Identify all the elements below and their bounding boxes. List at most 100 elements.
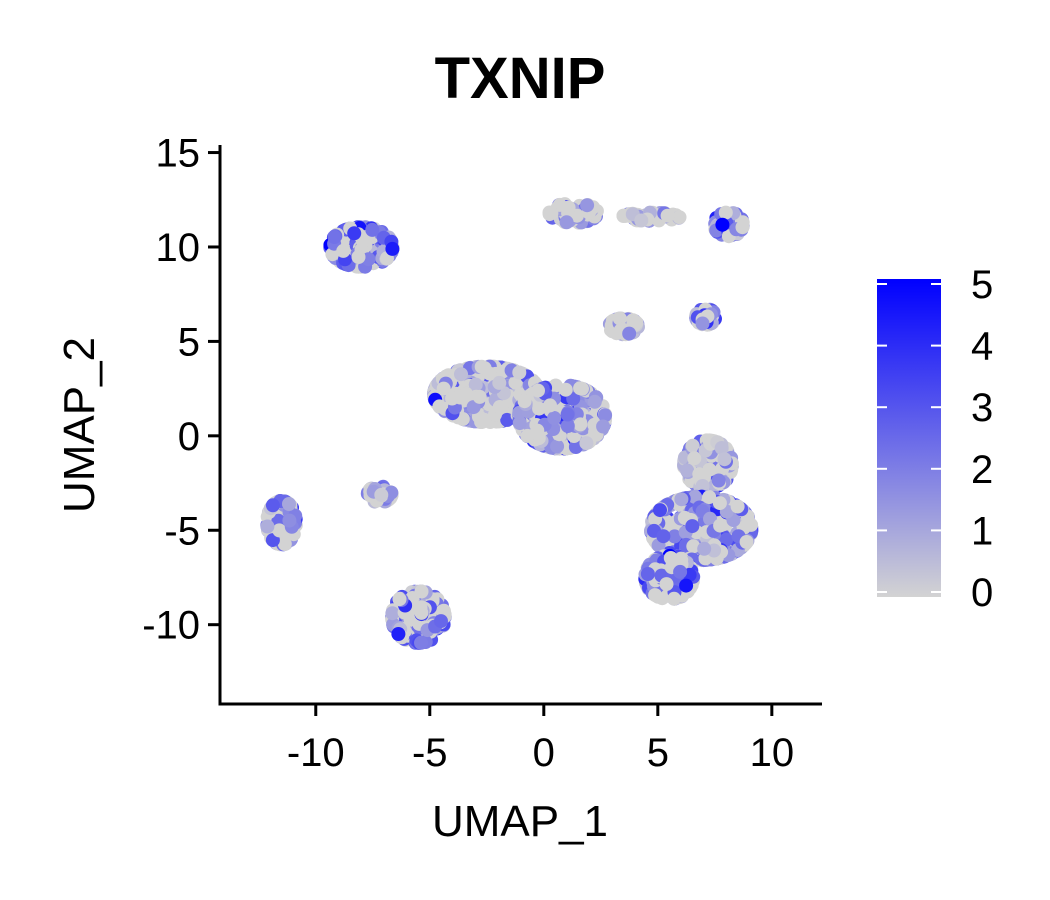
cell-point — [512, 416, 527, 431]
cell-point — [568, 440, 583, 454]
x-tick-label: 0 — [533, 731, 555, 775]
cell-point — [697, 541, 712, 556]
y-axis-ticks: -10 -5 0 5 10 15 — [142, 132, 220, 648]
cell-point — [547, 411, 562, 425]
cell-point — [492, 375, 507, 390]
cell-point — [392, 592, 407, 607]
colorbar-tick-label: 0 — [971, 571, 993, 615]
cell-point — [714, 441, 729, 455]
cell-point — [559, 215, 574, 230]
cell-point — [673, 564, 688, 579]
cell-point — [656, 529, 671, 544]
cell-point — [680, 463, 695, 478]
cell-point — [695, 479, 710, 493]
cell-point — [573, 417, 588, 432]
cell-point — [466, 400, 481, 415]
cell-point — [739, 535, 754, 549]
cell-point — [453, 390, 468, 405]
cell-point — [472, 389, 487, 404]
cell-point — [282, 513, 297, 528]
cell-point — [686, 539, 701, 554]
colorbar — [877, 279, 941, 597]
cell-point — [558, 382, 573, 397]
colorbar-tick-label: 1 — [971, 509, 993, 553]
cell-point — [735, 220, 750, 235]
cell-point — [685, 519, 700, 534]
colorbar-tick-label: 5 — [971, 263, 993, 307]
cell-point — [432, 399, 447, 414]
y-tick-label: 5 — [178, 320, 200, 364]
cell-point — [560, 407, 575, 422]
x-axis-label: UMAP_1 — [432, 797, 608, 846]
cell-point — [629, 315, 644, 330]
cell-point — [718, 205, 733, 220]
scatter-points — [260, 197, 759, 650]
cell-point — [477, 412, 492, 427]
cell-point — [598, 408, 613, 423]
cell-point — [517, 394, 532, 409]
cell-point — [712, 496, 727, 511]
cell-point — [703, 511, 717, 526]
cell-point — [436, 381, 451, 396]
cell-point — [702, 490, 717, 505]
cell-point — [277, 537, 292, 551]
cell-point — [492, 400, 507, 414]
cell-point — [580, 198, 595, 213]
cell-point — [711, 473, 726, 488]
cell-point — [573, 381, 588, 396]
cell-point — [674, 492, 689, 507]
cell-point — [596, 419, 611, 434]
cell-point — [351, 250, 366, 264]
y-tick-label: 15 — [156, 132, 201, 176]
cell-point — [385, 241, 400, 256]
cell-point — [550, 439, 565, 454]
cell-point — [685, 438, 700, 453]
cell-point — [265, 498, 280, 513]
cell-point — [325, 247, 340, 262]
cell-point — [612, 311, 627, 326]
cell-point — [695, 316, 710, 331]
cell-point — [414, 635, 428, 650]
cell-point — [713, 518, 728, 533]
cell-point — [640, 567, 655, 581]
cell-point — [659, 577, 674, 592]
cell-point — [532, 401, 547, 416]
y-tick-label: -10 — [142, 604, 200, 648]
colorbar-tick-label: 3 — [971, 386, 993, 430]
cell-point — [688, 489, 703, 504]
cell-point — [468, 377, 483, 392]
cell-point — [531, 383, 545, 398]
x-tick-label: 10 — [750, 731, 795, 775]
cell-point — [374, 487, 389, 502]
cell-point — [560, 419, 575, 433]
cell-point — [660, 208, 675, 223]
cell-point — [282, 497, 296, 511]
colorbar-tick-label: 2 — [971, 448, 993, 492]
cell-point — [717, 452, 732, 467]
cell-point — [482, 366, 497, 381]
cell-point — [634, 213, 649, 228]
x-tick-label: -10 — [287, 731, 345, 775]
colorbar-ticks: 0 1 2 3 4 5 — [877, 263, 993, 615]
cell-point — [715, 217, 730, 232]
cell-point — [414, 584, 429, 599]
cell-point — [530, 423, 545, 438]
cell-point — [391, 627, 406, 641]
x-tick-label: -5 — [412, 731, 448, 775]
cell-point — [730, 499, 745, 514]
x-axis-ticks: -10 -5 0 5 10 — [287, 704, 794, 775]
cell-point — [719, 532, 734, 547]
cell-point — [385, 606, 400, 621]
cell-point — [272, 523, 287, 538]
cell-point — [327, 230, 342, 244]
cell-point — [543, 398, 557, 413]
cell-point — [260, 519, 275, 534]
cell-point — [679, 578, 694, 593]
x-tick-label: 5 — [647, 731, 669, 775]
cell-point — [667, 591, 682, 606]
cell-point — [653, 503, 667, 518]
cell-point — [579, 436, 594, 451]
cell-point — [587, 394, 602, 409]
y-axis-label: UMAP_2 — [55, 337, 104, 513]
